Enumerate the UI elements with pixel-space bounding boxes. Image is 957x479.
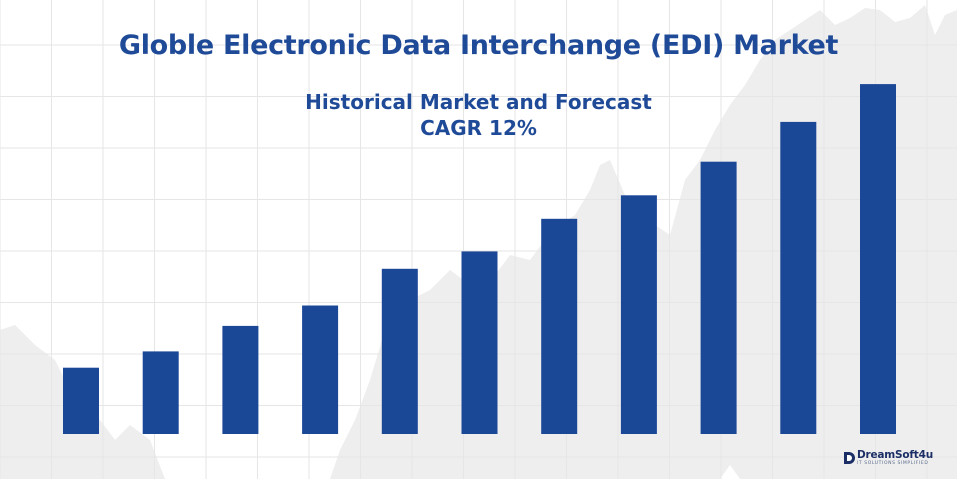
bar-4	[302, 305, 339, 434]
bar-1	[63, 367, 99, 434]
company-logo: DreamSoft4u IT SOLUTIONS SIMPLIFIED	[843, 449, 947, 469]
bar-9	[700, 161, 737, 434]
chart-subtitle: Historical Market and Forecast CAGR 12%	[0, 89, 957, 141]
bar-3	[222, 325, 259, 434]
dreamsoft-logo-icon	[844, 452, 855, 464]
chart-title: Globle Electronic Data Interchange (EDI)…	[118, 30, 839, 61]
bar-5	[381, 268, 418, 434]
logo-name: DreamSoft4u	[857, 449, 933, 461]
bar-7	[541, 218, 578, 434]
bar-2	[142, 351, 179, 434]
bar-11	[860, 84, 896, 434]
subtitle-line-2: CAGR 12%	[420, 116, 537, 140]
bar-6	[461, 251, 498, 434]
subtitle-line-1: Historical Market and Forecast	[305, 90, 652, 114]
bar-8	[620, 195, 657, 434]
logo-tagline: IT SOLUTIONS SIMPLIFIED	[857, 461, 929, 466]
bar-10	[780, 121, 817, 435]
